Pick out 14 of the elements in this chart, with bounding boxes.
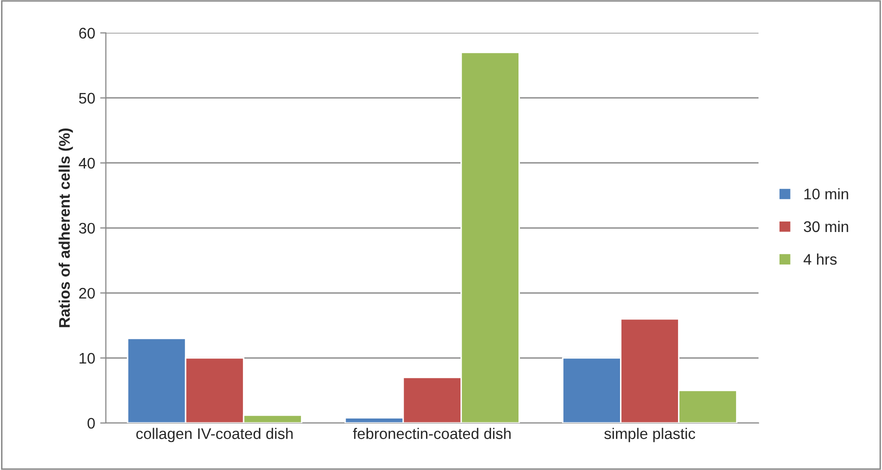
x-tick-label: collagen IV-coated dish [136, 428, 293, 442]
y-tick-label: 10 [80, 352, 95, 364]
y-tick-label: 40 [78, 158, 95, 169]
x-tick-label: febronectin-coated dish [352, 428, 511, 440]
y-tick-label: 0 [88, 418, 95, 429]
x-tick-label: simple plastic [604, 428, 696, 442]
legend-label: 4 hrs [804, 254, 837, 265]
y-tick-label: 30 [79, 222, 95, 234]
legend-label: 30 min [804, 220, 848, 232]
legend-label: 10 min [804, 188, 848, 200]
y-tick-label: 20 [79, 288, 95, 299]
y-tick-label: 50 [79, 92, 95, 104]
y-axis-title: Ratios of adherent cells (%) [58, 128, 73, 328]
y-tick-label: 60 [79, 28, 95, 39]
